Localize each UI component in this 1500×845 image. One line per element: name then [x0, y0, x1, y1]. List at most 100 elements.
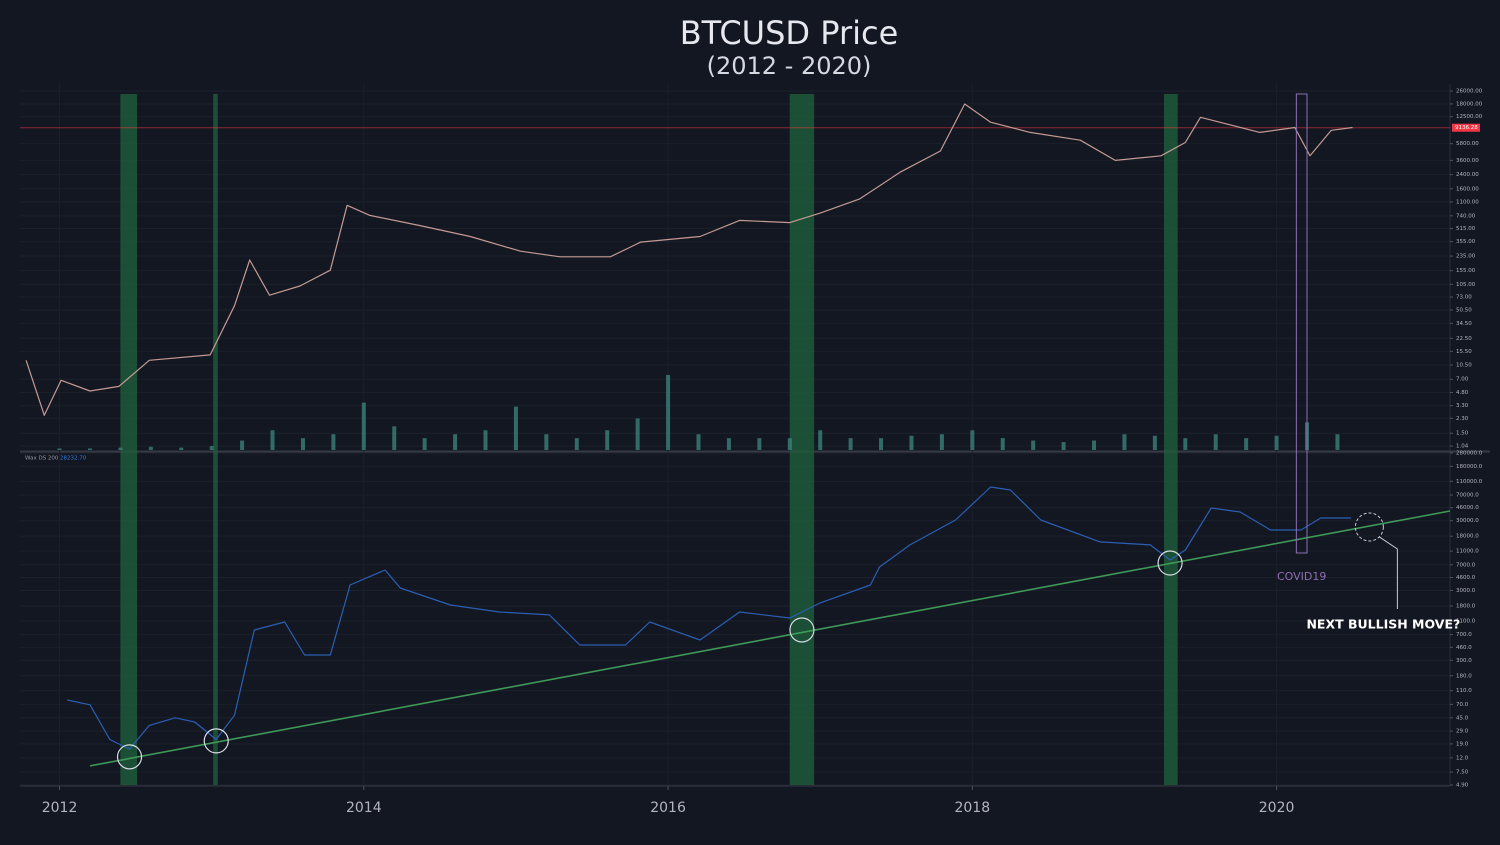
volume-bar — [818, 430, 823, 450]
y-tick-label: 1.50 — [1456, 431, 1469, 437]
volume-bar — [1092, 440, 1097, 450]
x-tick-label: 2020 — [1259, 800, 1295, 816]
callout-line — [1379, 536, 1398, 609]
y-tick-label: 12.0 — [1456, 755, 1469, 761]
volume-bar — [1213, 434, 1218, 450]
annotation: NEXT BULLISH MOVE? — [1306, 616, 1460, 631]
highlight-band — [120, 94, 138, 785]
highlight-circle — [116, 744, 143, 770]
volume-bar — [453, 434, 458, 450]
volume-bar — [1335, 434, 1340, 450]
volume-bar — [483, 430, 488, 450]
y-tick-label: 7.50 — [1456, 770, 1469, 776]
y-tick-label: 73.00 — [1456, 295, 1472, 301]
y-tick-label: 50.50 — [1456, 307, 1472, 313]
y-tick-label: 460.0 — [1456, 645, 1472, 651]
y-tick-label: 10.50 — [1456, 363, 1472, 369]
x-tick-label: 2014 — [346, 800, 382, 816]
y-tick-label: 4600.0 — [1456, 575, 1476, 581]
volume-bar — [331, 434, 336, 450]
volume-bar — [209, 446, 214, 450]
y-tick-label: 29.0 — [1456, 729, 1469, 735]
volume-bar — [1274, 435, 1279, 450]
volume-bar — [422, 438, 427, 450]
volume-bar — [361, 402, 366, 450]
target-circle — [1354, 512, 1384, 542]
volume-bar — [392, 426, 397, 450]
trend-line — [89, 510, 1451, 767]
volume-bar — [513, 406, 518, 450]
y-tick-label: 155.00 — [1456, 268, 1476, 274]
volume-bar — [270, 430, 275, 450]
volume-bar — [1183, 438, 1188, 450]
bands — [120, 94, 1178, 785]
y-tick-label: 110.0 — [1456, 688, 1472, 694]
chart-subtitle: (2012 - 2020) — [707, 52, 872, 80]
y-tick-label: 46000.0 — [1456, 505, 1479, 511]
volume-bar — [574, 438, 579, 450]
y-tick-label: 18000.00 — [1456, 101, 1483, 107]
highlight-circle — [789, 617, 815, 643]
y-tick-label: 45.0 — [1456, 715, 1469, 721]
volume-bar — [148, 446, 153, 450]
volume-bar — [1122, 434, 1127, 450]
volume-bar — [240, 440, 245, 450]
y-tick-label: 235.00 — [1456, 254, 1476, 260]
highlight-band — [213, 94, 218, 785]
volume-bar — [787, 438, 792, 450]
price-tag — [1452, 123, 1480, 132]
volume-bar — [879, 438, 884, 450]
y-tick-label: 11000.0 — [1456, 549, 1479, 555]
y-tick-label: 7.00 — [1456, 377, 1469, 383]
x-tick-label: 2018 — [954, 800, 990, 816]
volume-bar — [909, 435, 914, 450]
x-tick-label: 2012 — [42, 800, 78, 816]
volume-bar — [939, 434, 944, 450]
y-tick-label: 2400.00 — [1456, 172, 1479, 178]
volume-bar — [696, 434, 701, 450]
volume-bar — [757, 438, 762, 450]
data-line — [67, 486, 1352, 750]
y-tick-label: 355.00 — [1456, 239, 1476, 245]
plot: 26000.00 18000.00 12500.00 5800.00 3600.00 24… — [20, 89, 1483, 816]
y-tick-label: 1100.0 — [1456, 618, 1476, 624]
data-line — [25, 103, 1353, 416]
highlight-band — [1164, 94, 1178, 785]
covid-label: COVID19 — [1277, 570, 1326, 583]
volume-bar — [1244, 438, 1249, 450]
volume-bar — [726, 438, 731, 450]
y-tick-label: 105.00 — [1456, 282, 1476, 288]
highlight-circle — [1157, 550, 1183, 576]
y-tick-label: 2.30 — [1456, 416, 1469, 422]
volume-bar — [87, 448, 92, 450]
volume-bar — [1152, 435, 1157, 450]
volume-bar — [605, 430, 610, 450]
volume-bar — [118, 447, 123, 450]
highlight-band — [789, 94, 815, 785]
y-tick-label: 1600.00 — [1456, 186, 1479, 192]
y-tick-label: 1100.00 — [1456, 199, 1479, 205]
y-tick-label: 26000.00 — [1456, 89, 1483, 95]
y-tick-label: 1.04 — [1456, 444, 1469, 450]
y-tick-label: 3600.00 — [1456, 158, 1479, 164]
y-tick-label: 700.0 — [1456, 632, 1472, 638]
y-tick-label: 1800.0 — [1456, 603, 1476, 609]
y-tick-label: 70.0 — [1456, 702, 1469, 708]
grid — [20, 84, 1490, 790]
y-tick-label: 30000.0 — [1456, 518, 1479, 524]
volume-bar — [179, 447, 184, 450]
y-tick-label: 19.0 — [1456, 741, 1469, 747]
y-tick-label: 3000.0 — [1456, 588, 1476, 594]
volume-bar — [970, 430, 975, 450]
volume-bar — [544, 434, 549, 450]
chart-title: BTCUSD Price — [680, 14, 899, 52]
price-tag-label: 9136.28 — [1455, 125, 1478, 131]
volume-bar — [57, 448, 62, 450]
volume-bar — [848, 438, 853, 450]
y-tick-label: 300.0 — [1456, 658, 1472, 664]
covid-box — [1295, 93, 1308, 554]
y-tick-label: 4.80 — [1456, 390, 1469, 396]
y-tick-label: 12500.00 — [1456, 114, 1483, 120]
y-tick-label: 180.0 — [1456, 673, 1472, 679]
